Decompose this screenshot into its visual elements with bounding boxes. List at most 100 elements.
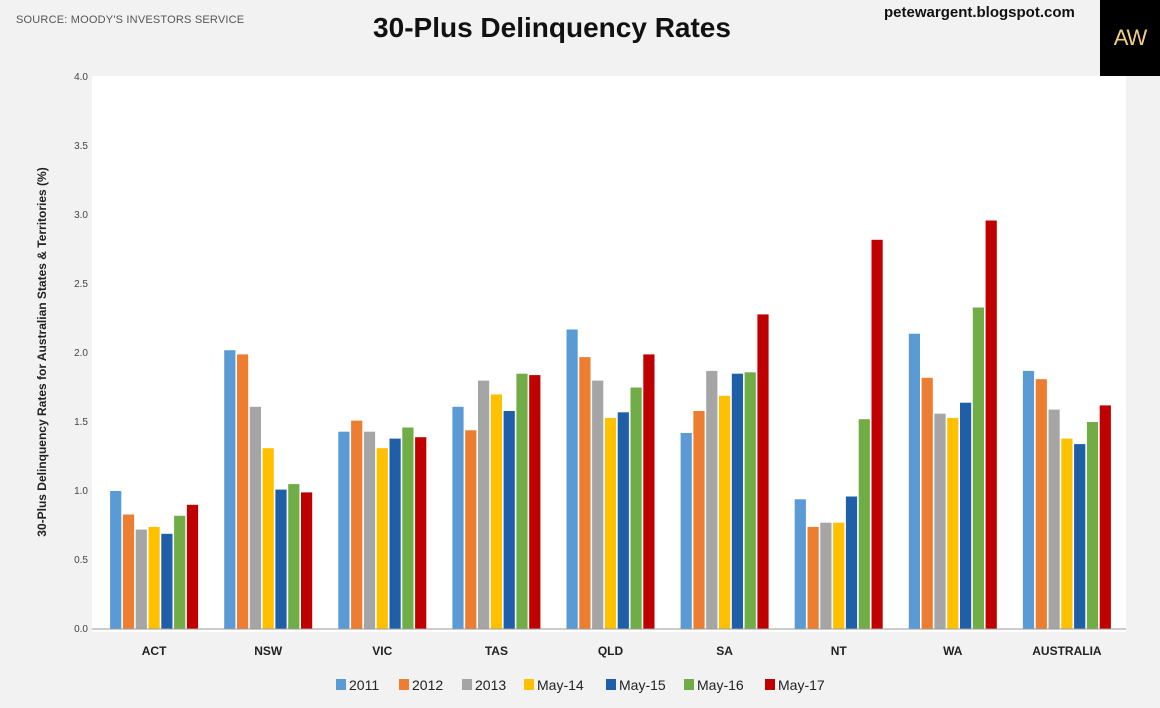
legend-label: 2012 (412, 677, 443, 693)
bar-qld-may-15 (617, 412, 629, 629)
bar-act-2011 (110, 491, 122, 629)
legend-swatch (606, 679, 616, 690)
bar-nt-may-14 (833, 522, 845, 629)
bar-vic-may-14 (376, 448, 388, 629)
y-tick-label: 1.0 (74, 486, 88, 497)
x-category-label: QLD (598, 644, 624, 658)
bar-australia-2013 (1048, 409, 1060, 629)
bar-nt-may-15 (845, 496, 858, 629)
bar-australia-may-15 (1074, 444, 1086, 629)
bar-sa-may-15 (731, 373, 743, 629)
bar-tas-may-15 (503, 411, 515, 629)
legend-swatch (399, 679, 409, 690)
x-axis-categories: ACT NSW VIC TAS QLD SA NT WA AUSTRALIA (142, 644, 1102, 658)
bar-sa-2012 (693, 411, 705, 629)
bar-wa-may-17 (985, 220, 997, 629)
y-tick-label: 2.0 (74, 348, 88, 359)
bar-qld-2012 (579, 357, 591, 629)
bar-vic-may-15 (389, 438, 401, 629)
legend-label: May-17 (778, 677, 825, 693)
y-axis-label: 30-Plus Delinquency Rates for Australian… (35, 167, 49, 536)
bar-tas-2011 (452, 406, 464, 629)
bar-nsw-may-17 (301, 492, 313, 629)
y-axis-ticks: 0.0 0.5 1.0 1.5 2.0 2.5 3.0 3.5 4.0 (74, 72, 88, 635)
y-tick-label: 3.5 (74, 141, 88, 152)
legend-label: May-14 (537, 677, 584, 693)
bar-wa-2011 (908, 333, 920, 629)
bar-nsw-2012 (237, 354, 249, 629)
bar-vic-2012 (351, 420, 363, 629)
x-category-label: NT (831, 644, 848, 658)
bar-tas-2012 (465, 430, 477, 629)
bar-nsw-may-14 (262, 448, 274, 629)
bar-act-may-14 (148, 526, 160, 629)
bar-sa-2013 (706, 370, 718, 629)
bar-nsw-2011 (224, 350, 236, 629)
bar-qld-2011 (566, 329, 578, 629)
bar-vic-2011 (338, 431, 350, 629)
bar-act-may-17 (186, 504, 199, 629)
x-category-label: NSW (254, 644, 283, 658)
y-tick-label: 2.5 (74, 279, 88, 290)
bar-wa-may-14 (947, 417, 959, 629)
bar-nt-may-17 (871, 239, 883, 630)
bar-act-2012 (122, 514, 135, 629)
legend-swatch (684, 679, 694, 690)
bar-wa-may-16 (972, 307, 984, 629)
legend-swatch (765, 679, 775, 690)
bar-wa-2012 (921, 377, 933, 629)
bars (110, 220, 1111, 630)
bar-act-may-16 (174, 515, 186, 629)
bar-wa-may-15 (960, 402, 972, 629)
bar-tas-may-17 (529, 375, 541, 629)
y-tick-label: 4.0 (74, 72, 88, 83)
y-tick-label: 0.0 (74, 624, 88, 635)
x-category-label: SA (716, 644, 733, 658)
bar-australia-2012 (1035, 379, 1047, 629)
bar-act-2013 (135, 529, 147, 629)
bar-qld-may-14 (604, 417, 617, 629)
legend-swatch (462, 679, 472, 690)
bar-sa-may-17 (757, 314, 769, 629)
bar-tas-may-14 (490, 394, 502, 629)
bar-act-may-15 (161, 533, 173, 629)
y-tick-label: 3.0 (74, 210, 88, 221)
blog-url[interactable]: petewargent.blogspot.com (884, 4, 1075, 21)
bar-vic-may-16 (402, 427, 414, 629)
bar-australia-2011 (1022, 370, 1035, 629)
legend-label: 2013 (475, 677, 506, 693)
bar-sa-may-14 (719, 395, 731, 629)
source-note: SOURCE: MOODY'S INVESTORS SERVICE (16, 14, 245, 26)
legend-label: 2011 (349, 677, 379, 693)
x-category-label: WA (943, 644, 963, 658)
bar-qld-2013 (592, 380, 604, 629)
x-category-label: ACT (142, 644, 167, 658)
x-category-label: TAS (485, 644, 508, 658)
bar-nt-may-16 (858, 419, 870, 629)
x-category-label: VIC (372, 644, 392, 658)
bar-australia-may-17 (1099, 405, 1111, 629)
bar-nt-2011 (794, 499, 806, 629)
aw-logo: AW (1100, 0, 1160, 76)
legend-swatch (524, 679, 534, 690)
bar-vic-may-17 (415, 437, 427, 629)
bar-tas-2013 (478, 380, 490, 629)
bar-sa-may-16 (744, 372, 756, 629)
bar-nt-2013 (820, 522, 832, 629)
bar-nt-2012 (807, 526, 819, 629)
legend: 2011 2012 2013 May-14 May-15 May-16 May-17 (336, 677, 825, 693)
bar-wa-2013 (934, 413, 946, 629)
bar-australia-may-14 (1061, 438, 1073, 629)
legend-label: May-16 (697, 677, 744, 693)
x-category-label: AUSTRALIA (1032, 644, 1102, 658)
bar-australia-may-16 (1086, 422, 1099, 629)
y-tick-label: 1.5 (74, 417, 88, 428)
bar-vic-2013 (363, 431, 376, 629)
bar-nsw-2013 (249, 406, 261, 629)
bar-tas-may-16 (516, 373, 528, 629)
bar-nsw-may-16 (288, 484, 300, 629)
bar-nsw-may-15 (275, 489, 287, 629)
legend-swatch (336, 679, 346, 690)
bar-qld-may-16 (630, 387, 642, 629)
